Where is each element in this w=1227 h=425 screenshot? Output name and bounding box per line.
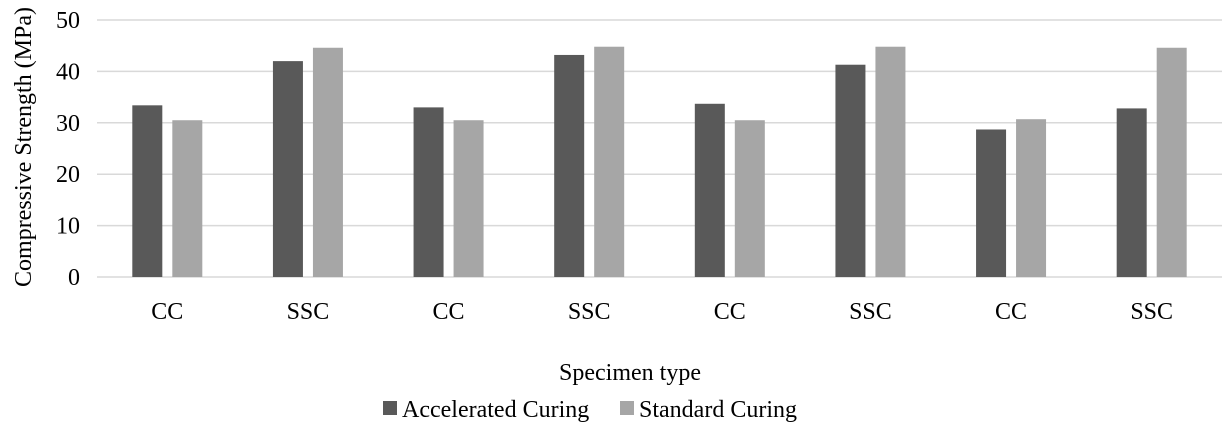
x-tick-label: SSC [568,299,611,325]
y-tick-label: 30 [56,111,80,137]
bar-standard-curing [1016,119,1047,278]
x-tick-label: SSC [1130,299,1173,325]
bar-standard-curing [734,120,765,277]
y-tick-labels: 0 10 20 30 40 50 [56,8,80,291]
legend-label-standard-curing: Standard Curing [639,397,797,423]
x-tick-label: SSC [287,299,330,325]
legend-label-accelerated-curing: Accelerated Curing [402,397,589,423]
bar-accelerated-curing [554,54,585,278]
bar-accelerated-curing [132,105,163,277]
y-axis-title: Compressive Strength (MPa) [11,7,37,287]
x-tick-label: SSC [849,299,892,325]
y-tick-label: 20 [56,162,80,188]
x-tick-label: CC [433,299,465,325]
bar-accelerated-curing [1116,108,1147,278]
gridlines [97,19,1222,278]
bar-standard-curing [875,46,906,278]
bar-standard-curing [453,120,484,277]
bar-standard-curing [172,120,203,277]
legend-swatch-standard-curing [620,401,634,415]
legend: Accelerated Curing Standard Curing [383,397,797,423]
y-tick-label: 50 [56,8,80,34]
x-tick-label: CC [995,299,1027,325]
bar-accelerated-curing [835,64,866,277]
x-tick-label: CC [151,299,183,325]
x-tick-labels: CC SSC CC SSC CC SSC CC SSC [151,299,1173,325]
bar-accelerated-curing [976,129,1007,277]
y-tick-label: 40 [56,59,80,85]
bar-standard-curing [594,46,625,278]
x-tick-label: CC [714,299,746,325]
legend-swatch-accelerated-curing [383,401,397,415]
bar-accelerated-curing [272,61,303,278]
bar-accelerated-curing [694,103,725,277]
bar-standard-curing [1156,47,1187,278]
bar-standard-curing [312,47,343,278]
bars [132,46,1187,278]
x-axis-title: Specimen type [559,360,701,386]
bar-accelerated-curing [413,107,444,277]
y-tick-label: 0 [68,265,80,291]
y-tick-label: 10 [56,214,80,240]
